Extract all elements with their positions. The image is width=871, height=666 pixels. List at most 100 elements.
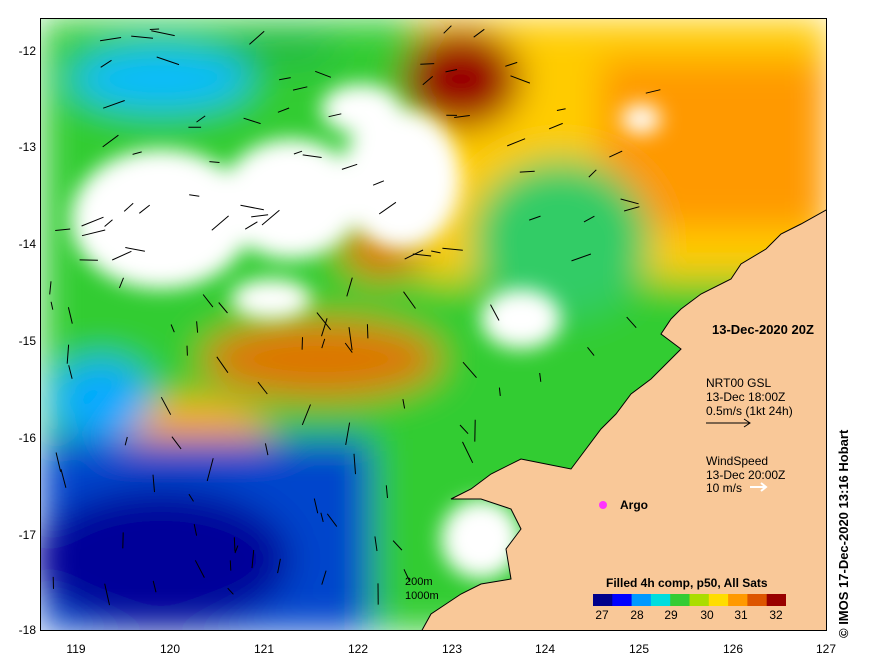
current-vector: [138, 204, 151, 214]
current-vector: [385, 485, 388, 499]
current-vector: [50, 301, 54, 310]
current-vector: [420, 63, 435, 65]
current-vector: [81, 216, 104, 227]
current-vector: [124, 436, 128, 446]
sst-map-canvas: [41, 19, 826, 630]
current-vector: [403, 291, 416, 309]
current-vector: [233, 537, 236, 552]
current-vector: [151, 30, 175, 37]
current-vector: [67, 307, 73, 324]
current-vector: [229, 560, 232, 571]
current-vector: [519, 170, 535, 173]
current-vector: [498, 387, 501, 396]
x-tick-label: 127: [815, 642, 837, 656]
x-tick-label: 122: [347, 642, 369, 656]
current-vector: [100, 59, 112, 68]
current-vector: [353, 453, 356, 475]
current-vector: [321, 338, 326, 349]
current-vector: [445, 69, 458, 73]
x-tick-label: 123: [441, 642, 463, 656]
current-vector: [507, 138, 526, 147]
current-vector: [505, 61, 518, 67]
current-vector: [227, 587, 234, 595]
colorbar-segment: [747, 594, 768, 606]
current-vector: [587, 346, 595, 356]
current-vector: [202, 294, 214, 308]
current-vector: [422, 76, 434, 86]
current-vector: [152, 474, 155, 493]
current-vector: [196, 115, 206, 123]
argo-marker-icon: [599, 501, 607, 509]
current-vector: [345, 422, 351, 445]
date-label: 13-Dec-2020 20Z: [712, 322, 814, 337]
colorbar-tick: 30: [700, 608, 714, 622]
current-legend-line2: 13-Dec 18:00Z: [706, 390, 786, 404]
current-vector: [251, 214, 269, 218]
current-vector: [218, 302, 228, 314]
colorbar-segment: [728, 594, 748, 606]
current-vector: [123, 202, 134, 212]
depth-1000m-label: 1000m: [405, 590, 439, 602]
current-vector: [100, 37, 122, 42]
current-vector: [588, 169, 597, 178]
current-vector: [510, 75, 531, 84]
current-vector: [320, 512, 324, 523]
land-mass: [421, 209, 826, 630]
x-tick-label: 121: [253, 642, 275, 656]
current-vector: [341, 163, 358, 170]
current-vector: [583, 215, 595, 223]
current-vector: [378, 201, 397, 215]
current-vector: [55, 228, 71, 231]
current-vector: [462, 441, 474, 464]
colorbar-segment: [650, 594, 671, 606]
current-vector: [264, 443, 269, 456]
current-vector: [454, 115, 470, 118]
current-vector: [149, 28, 160, 30]
current-scale-arrow-icon: [706, 418, 751, 428]
colorbar-tick: 27: [595, 608, 609, 622]
current-vector: [81, 229, 106, 237]
colorbar-segment: [670, 594, 690, 606]
current-vector: [68, 365, 73, 379]
current-vector: [211, 215, 229, 231]
current-vector: [206, 458, 214, 482]
current-vector: [315, 70, 332, 78]
current-vector: [277, 107, 290, 113]
colorbar-segment: [593, 594, 613, 606]
current-vector: [156, 56, 180, 66]
current-vector: [55, 452, 62, 472]
current-vector: [131, 35, 154, 39]
current-vector: [244, 221, 258, 230]
current-vector: [243, 117, 261, 125]
current-vector: [372, 180, 385, 186]
current-vector: [103, 100, 125, 109]
x-tick-label: 125: [628, 642, 650, 656]
current-vector: [623, 206, 640, 212]
current-vector: [374, 536, 378, 552]
current-vector: [216, 356, 229, 373]
current-vector: [111, 250, 132, 261]
current-vector: [261, 209, 280, 226]
depth-200m-label: 200m: [405, 576, 433, 588]
x-tick-label: 126: [722, 642, 744, 656]
current-vector: [277, 558, 281, 574]
current-vector: [442, 247, 463, 251]
current-vector: [402, 399, 406, 409]
current-vector: [321, 318, 328, 337]
credit-label: © IMOS 17-Dec-2020 13:16 Hobart: [836, 429, 851, 638]
wind-legend-line2: 13-Dec 20:00Z: [706, 468, 786, 482]
current-legend-line1: NRT00 GSL: [706, 376, 772, 390]
current-vector: [620, 198, 639, 205]
current-vector: [234, 545, 239, 554]
wind-legend-line1: WindSpeed: [706, 454, 769, 468]
current-vector: [66, 344, 70, 364]
y-tick-label: -16: [18, 431, 36, 445]
current-vector: [193, 523, 198, 536]
current-vector: [118, 277, 124, 289]
colorbar-tick: 31: [734, 608, 748, 622]
current-vector: [102, 134, 119, 148]
current-vector: [529, 215, 541, 221]
y-tick-label: -17: [18, 528, 36, 542]
current-vector: [316, 312, 332, 331]
current-vector: [462, 361, 477, 379]
